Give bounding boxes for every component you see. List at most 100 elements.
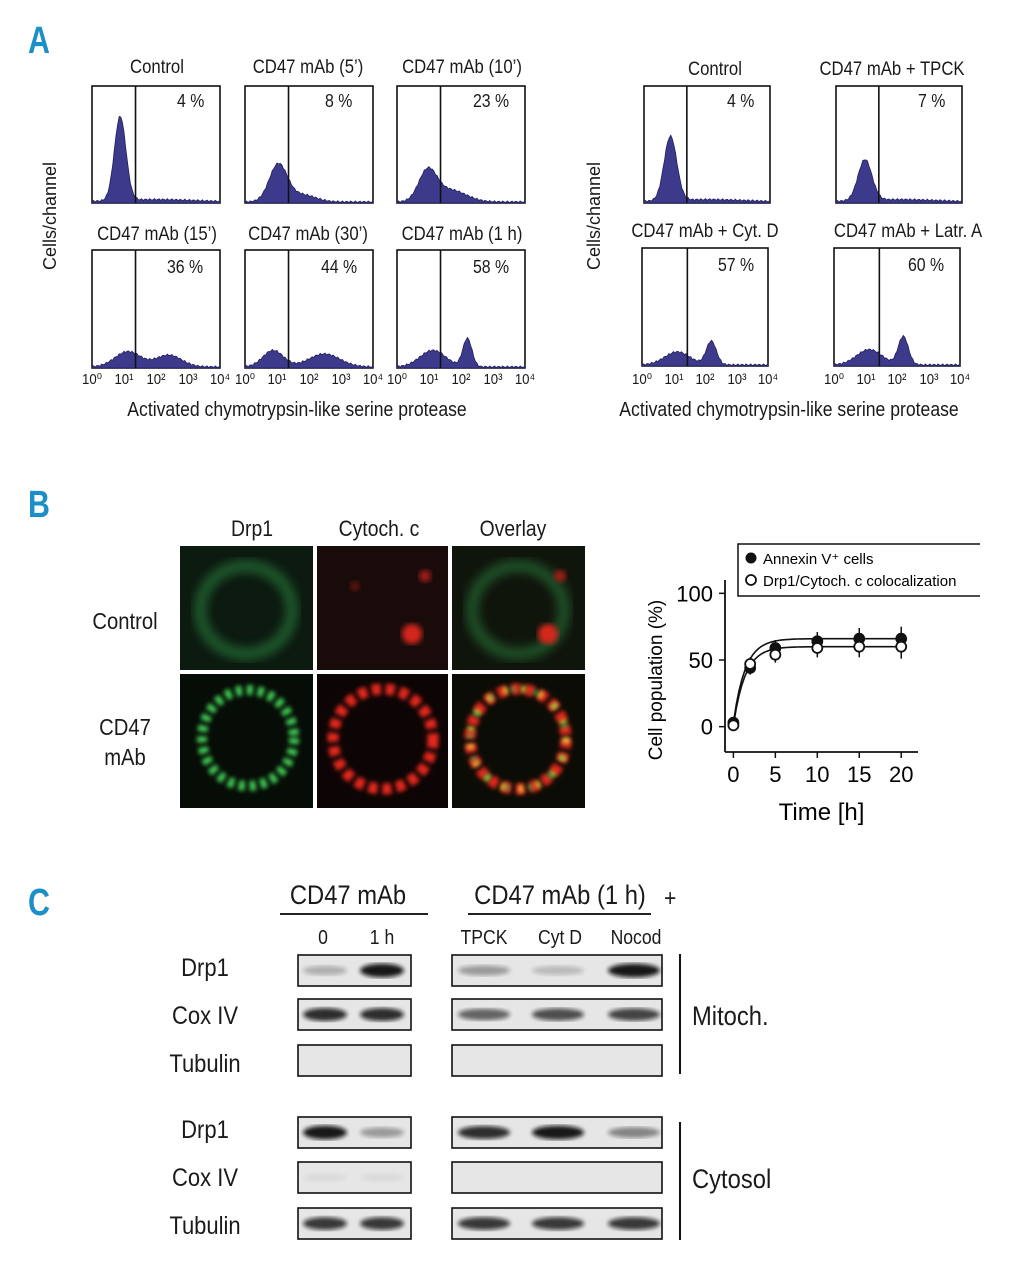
blot-row-3 <box>297 1044 663 1077</box>
hist-title: CD47 mAb (10’) <box>402 57 522 78</box>
fraction-label-cytosol: Cytosol <box>692 1164 772 1194</box>
blot-band <box>608 1217 660 1230</box>
hist-title: CD47 mAb (30’) <box>248 224 368 245</box>
fraction-label-mitoch: Mitoch. <box>692 1001 769 1031</box>
x-axis-label: Time [h] <box>779 799 865 826</box>
blot-band <box>608 963 660 978</box>
blot-band <box>458 1217 510 1230</box>
row-label-drp1: Drp1 <box>181 1116 229 1144</box>
histogram-2 <box>244 85 374 204</box>
blot-band <box>532 965 584 976</box>
row-label-tubulin: Tubulin <box>169 1212 241 1240</box>
axis-tick-label: 10⁰ <box>632 371 652 388</box>
blot-row-6 <box>297 1207 663 1240</box>
histogram-1 <box>91 85 221 204</box>
x-tick-label: 20 <box>889 762 913 787</box>
axis-tick-label: 10³ <box>331 371 351 388</box>
western-blots <box>297 954 681 1240</box>
row-label-cd47: CD47 <box>99 714 151 740</box>
gate-percent: 7 % <box>918 91 946 111</box>
series-2 <box>727 634 908 732</box>
row-label-tubulin: Tubulin <box>169 1050 241 1078</box>
hist-title: CD47 mAb (15’) <box>97 224 217 245</box>
axis-tick-label: 10⁴ <box>757 371 779 388</box>
legend-entry: Annexin V⁺ cells <box>763 551 873 568</box>
image-mab-drp1 <box>180 674 313 808</box>
data-point <box>895 640 908 653</box>
blot-band <box>458 965 510 976</box>
blot-row-4 <box>297 1116 663 1149</box>
axis-tick-label: 10¹ <box>114 371 134 388</box>
gate-percent: 8 % <box>325 91 353 111</box>
gate-percent: 57 % <box>718 255 755 275</box>
colocalization-chart: 0 50 100 0 5 10 15 20 Time [h] Cell population (%… <box>646 543 980 826</box>
image-mab-overlay <box>452 674 585 808</box>
histogram-8 <box>835 85 963 204</box>
blot-band <box>360 1127 404 1138</box>
gate-percent: 4 % <box>177 91 205 111</box>
axis-tick-label: 10³ <box>178 371 198 388</box>
hist-title: CD47 mAb (5’) <box>252 57 364 78</box>
data-point <box>853 640 866 653</box>
histogram-6 <box>396 249 526 369</box>
image-control-drp1 <box>180 546 313 670</box>
axis-tick-label: 10⁰ <box>235 371 255 388</box>
blot-band <box>303 1125 347 1140</box>
hist-title: CD47 mAb + Cyt. D <box>631 221 779 242</box>
image-mab-cytoch-c <box>317 674 448 808</box>
image-control-overlay <box>452 546 585 670</box>
data-point <box>769 648 782 661</box>
lane-label: 0 <box>318 927 328 949</box>
histogram-4 <box>91 249 221 369</box>
blot-band <box>532 1008 584 1021</box>
hist-title: CD47 mAb (1 h) <box>401 224 523 245</box>
axis-tick-label: 10¹ <box>663 371 684 388</box>
chart-legend: Annexin V⁺ cells Drp1/Cytoch. c colocaliz… <box>737 543 980 597</box>
group-plus: + <box>664 885 677 912</box>
blot-band <box>360 1173 404 1182</box>
blot-band <box>458 1125 510 1140</box>
blot-band <box>303 1217 347 1230</box>
y-tick-label: 0 <box>701 715 713 740</box>
histogram-10 <box>833 247 961 367</box>
axis-tick-label: 10² <box>146 371 166 388</box>
histogram-9 <box>641 247 769 367</box>
x-tick-label: 0 <box>727 762 739 787</box>
axis-tick-label: 10⁴ <box>514 371 536 388</box>
blot-band <box>303 1173 347 1182</box>
blot-band <box>608 1008 660 1021</box>
gate-percent: 44 % <box>321 257 358 277</box>
data-point <box>744 658 757 670</box>
blot-band <box>532 1125 584 1140</box>
blot-band <box>303 1007 347 1022</box>
blot-band <box>458 1008 510 1021</box>
blot-band <box>532 1217 584 1230</box>
group-title-cd47-mab: CD47 mAb <box>289 880 407 910</box>
y-axis-label: Cell population (%) <box>646 600 667 761</box>
row-label-control: Control <box>92 608 158 634</box>
blot-row-2 <box>297 998 663 1031</box>
y-tick-label: 50 <box>689 648 713 673</box>
row-label-cox-iv: Cox IV <box>171 1164 239 1192</box>
histogram-7 <box>643 85 771 204</box>
gate-percent: 23 % <box>473 91 510 111</box>
axis-tick-label: 10¹ <box>267 371 287 388</box>
axis-tick-label: 10² <box>887 371 907 388</box>
row-label-cox-iv: Cox IV <box>171 1002 239 1030</box>
image-control-cytoch-c <box>317 546 448 670</box>
row-label-drp1: Drp1 <box>181 954 229 982</box>
panel-a-histograms <box>91 85 963 369</box>
panel-label-c: C <box>28 882 50 924</box>
blot-band <box>360 1007 404 1022</box>
data-point <box>727 719 740 732</box>
blot-band <box>303 965 347 976</box>
axis-tick-label: 10⁰ <box>824 371 844 388</box>
axis-tick-label: 10⁰ <box>387 371 407 388</box>
y-tick-label: 100 <box>676 581 713 606</box>
gate-percent: 58 % <box>473 257 510 277</box>
axis-tick-label: 10² <box>451 371 471 388</box>
x-tick-label: 15 <box>847 762 871 787</box>
gate-percent: 4 % <box>727 91 755 111</box>
lane-label: Cyt D <box>538 927 582 949</box>
group-title-cd47-mab-1h: CD47 mAb (1 h) <box>474 880 646 910</box>
